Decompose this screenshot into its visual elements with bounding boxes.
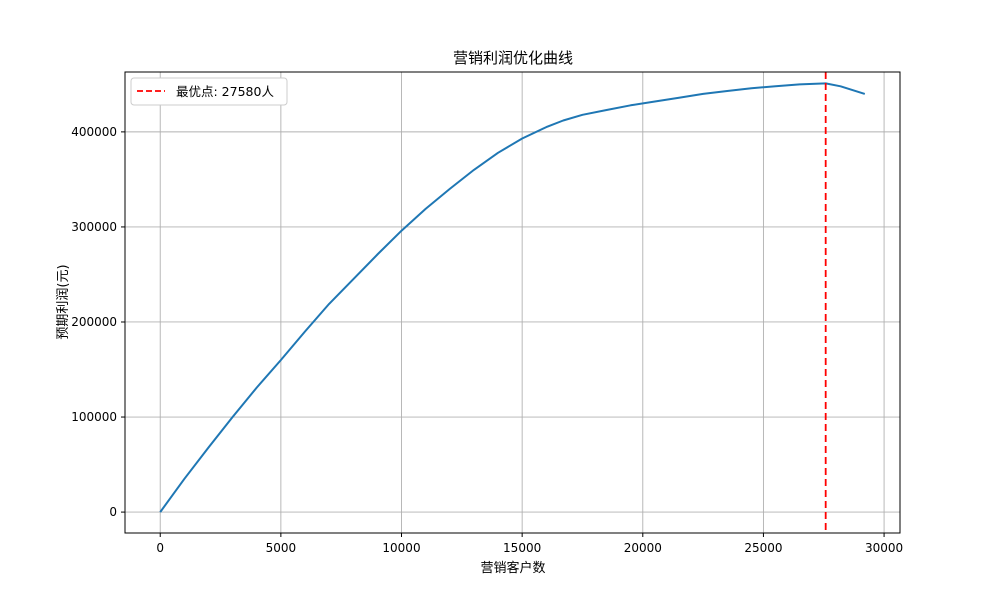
y-tick-label: 300000 <box>71 220 117 234</box>
x-tick-label: 5000 <box>266 541 297 555</box>
x-tick-label: 15000 <box>503 541 541 555</box>
x-tick-label: 0 <box>156 541 164 555</box>
y-tick-label: 0 <box>109 505 117 519</box>
grid <box>125 72 900 533</box>
legend-entry-optimum: 最优点: 27580人 <box>176 84 274 99</box>
x-axis-label: 营销客户数 <box>480 560 545 576</box>
x-tick-label: 30000 <box>865 541 903 555</box>
series-layer <box>159 82 866 513</box>
y-axis-label: 预期利润(元) <box>56 264 71 339</box>
series-line-profit <box>159 82 866 513</box>
x-tick-label: 10000 <box>382 541 420 555</box>
y-tick-label: 400000 <box>71 125 117 139</box>
x-tick-label: 25000 <box>744 541 782 555</box>
chart-title: 营销利润优化曲线 <box>453 49 573 67</box>
x-tick-label: 20000 <box>624 541 662 555</box>
legend-box <box>130 77 288 106</box>
legend: 最优点: 27580人 <box>130 77 288 106</box>
y-axis: 0 100000 200000 300000 400000 <box>71 125 125 519</box>
y-tick-label: 200000 <box>71 315 117 329</box>
y-tick-label: 100000 <box>71 410 117 424</box>
x-axis: 0 5000 10000 15000 20000 25000 30000 <box>156 533 903 555</box>
plot-area <box>125 72 900 533</box>
plot-border <box>124 71 901 534</box>
